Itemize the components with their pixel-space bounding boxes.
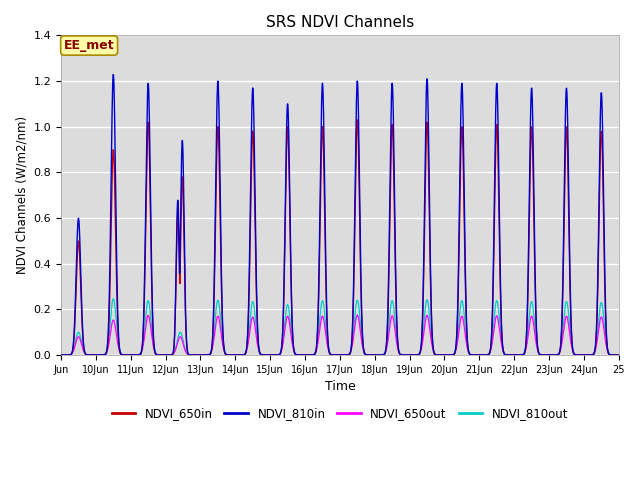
Title: SRS NDVI Channels: SRS NDVI Channels bbox=[266, 15, 414, 30]
Y-axis label: NDVI Channels (W/m2/nm): NDVI Channels (W/m2/nm) bbox=[15, 116, 28, 274]
Text: EE_met: EE_met bbox=[64, 39, 115, 52]
X-axis label: Time: Time bbox=[324, 380, 355, 393]
Legend: NDVI_650in, NDVI_810in, NDVI_650out, NDVI_810out: NDVI_650in, NDVI_810in, NDVI_650out, NDV… bbox=[107, 402, 573, 425]
